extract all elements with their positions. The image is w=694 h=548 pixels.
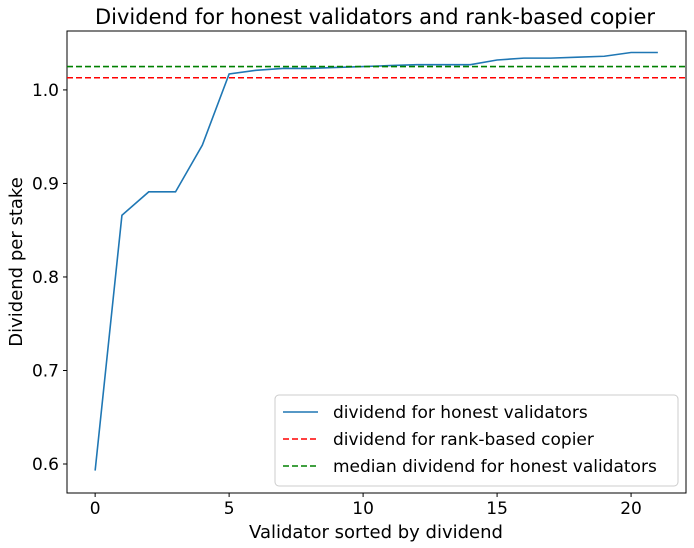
legend-box xyxy=(274,394,679,487)
x-tick-label: 0 xyxy=(90,499,101,519)
y-tick-label: 0.9 xyxy=(32,174,59,194)
y-tick-label: 0.6 xyxy=(32,455,59,475)
plot-area xyxy=(66,30,687,494)
legend-label-0: dividend for honest validators xyxy=(333,403,588,423)
x-axis-label: Validator sorted by dividend xyxy=(249,522,503,543)
x-axis-ticks: 0 5 10 15 20 xyxy=(90,493,642,519)
x-tick-label: 5 xyxy=(224,499,235,519)
y-tick-label: 0.8 xyxy=(32,268,59,288)
x-tick-label: 20 xyxy=(620,499,642,519)
y-tick-label: 0.7 xyxy=(32,361,59,381)
x-tick-label: 15 xyxy=(486,499,508,519)
y-axis-label: Dividend per stake xyxy=(6,177,27,347)
series-layer xyxy=(67,51,686,471)
legend: dividend for honest validators dividend f… xyxy=(274,394,679,487)
y-axis-ticks: 0.6 0.7 0.8 0.9 1.0 xyxy=(32,81,67,475)
y-tick-label: 1.0 xyxy=(32,81,59,101)
chart-title: Dividend for honest validators and rank-… xyxy=(95,5,655,29)
legend-label-1: dividend for rank-based copier xyxy=(333,430,594,450)
legend-label-2: median dividend for honest validators xyxy=(333,457,657,477)
x-tick-label: 10 xyxy=(352,499,374,519)
